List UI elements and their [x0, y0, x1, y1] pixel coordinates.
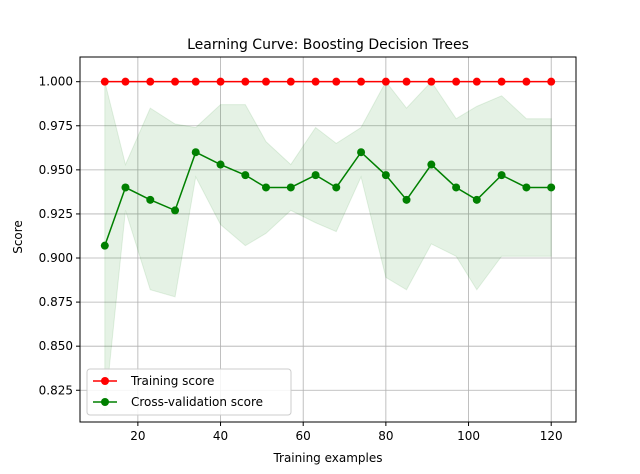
data-point	[286, 77, 295, 86]
data-point	[357, 77, 366, 86]
data-point	[171, 206, 180, 215]
data-point	[402, 77, 411, 86]
chart-title: Learning Curve: Boosting Decision Trees	[187, 37, 469, 53]
data-point	[497, 77, 506, 86]
y-tick-label: 0.975	[39, 119, 73, 133]
legend-label: Cross-validation score	[131, 395, 263, 409]
x-tick-label: 60	[296, 429, 311, 443]
score-band	[104, 80, 552, 412]
data-point	[241, 77, 250, 86]
x-tick-label: 80	[378, 429, 393, 443]
x-tick-label: 100	[457, 429, 480, 443]
score-bands	[104, 80, 552, 412]
data-point	[191, 77, 200, 86]
data-point	[146, 195, 155, 204]
data-point	[146, 77, 155, 86]
x-tick-label: 20	[130, 429, 145, 443]
x-axis-ticks: 20 40 60 80 100 120	[130, 422, 563, 443]
data-point	[241, 171, 250, 180]
y-tick-label: 0.875	[39, 295, 73, 309]
data-point	[262, 183, 270, 192]
data-point	[547, 77, 556, 86]
data-point	[452, 77, 461, 86]
y-tick-label: 0.825	[39, 383, 73, 397]
x-tick-label: 120	[540, 429, 563, 443]
data-point	[332, 77, 341, 86]
data-point	[357, 148, 366, 157]
legend-swatch-marker	[101, 377, 109, 385]
y-tick-label: 0.900	[39, 251, 73, 265]
data-point	[311, 171, 320, 180]
plot-frame	[79, 56, 577, 423]
data-point	[381, 77, 390, 86]
data-point	[262, 77, 270, 86]
data-point	[402, 195, 411, 204]
data-point	[427, 160, 436, 169]
y-axis-label: Score	[11, 220, 25, 254]
x-tick-label: 40	[213, 429, 228, 443]
data-point	[381, 171, 390, 180]
data-point	[191, 148, 200, 157]
data-point	[332, 183, 341, 192]
data-point	[171, 77, 180, 86]
series-line	[104, 151, 552, 246]
data-point	[121, 77, 130, 86]
data-point	[311, 77, 320, 86]
y-tick-label: 0.850	[39, 339, 73, 353]
y-axis-ticks: 0.825 0.850 0.875 0.900 0.925 0.950 0.975 1.000	[39, 75, 80, 397]
data-point	[427, 77, 436, 86]
x-axis-label: Training examples	[272, 451, 382, 465]
data-point	[522, 77, 531, 86]
y-tick-label: 0.925	[39, 207, 73, 221]
y-tick-label: 1.000	[39, 75, 73, 89]
legend: Training score Cross-validation score	[86, 368, 292, 416]
legend-label: Training score	[130, 374, 214, 388]
y-tick-label: 0.950	[39, 163, 73, 177]
data-point	[286, 183, 295, 192]
data-point	[452, 183, 461, 192]
series-points	[100, 77, 556, 250]
legend-swatch-marker	[101, 398, 109, 406]
data-point	[522, 183, 531, 192]
data-point	[472, 77, 481, 86]
data-point	[216, 77, 225, 86]
data-point	[216, 160, 225, 169]
data-point	[472, 195, 481, 204]
data-point	[100, 77, 109, 86]
legend-box	[86, 368, 292, 416]
data-point	[121, 183, 130, 192]
data-point	[497, 171, 506, 180]
data-point	[547, 183, 556, 192]
data-point	[100, 241, 109, 250]
